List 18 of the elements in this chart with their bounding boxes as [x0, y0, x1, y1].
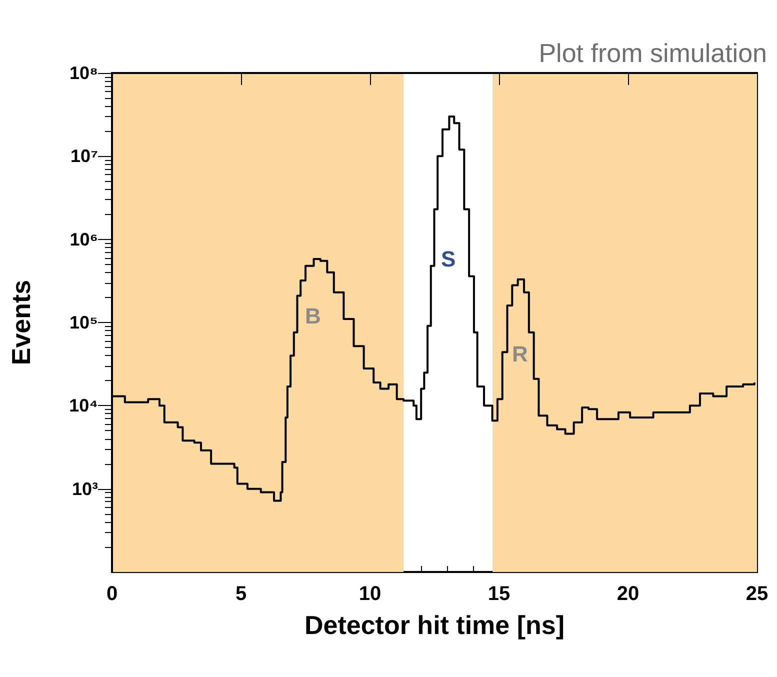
- text: Plot from simulation: [538, 38, 768, 68]
- annotation: R: [512, 342, 528, 366]
- annotation: S: [441, 246, 456, 272]
- x-tick-label: 15: [488, 583, 510, 605]
- y-tick-label: 10⁵: [70, 312, 98, 332]
- x-tick-label: 25: [746, 583, 768, 605]
- annotation: B: [305, 304, 321, 328]
- x-tick-label: 10: [358, 583, 382, 605]
- x-tick-label: 0: [106, 583, 118, 605]
- x-tick-label: 20: [616, 583, 640, 605]
- y-tick-label: 10⁶: [70, 229, 98, 250]
- y-tick-label: 10⁸: [69, 63, 98, 83]
- y-axis-title: Events: [6, 280, 36, 366]
- x-axis-title: Detector hit time [ns]: [304, 610, 565, 640]
- y-tick-label: 10⁴: [69, 396, 98, 416]
- x-tick-label: 5: [235, 583, 247, 605]
- y-tick-label: 10⁷: [70, 146, 98, 166]
- y-tick-label: 10³: [72, 478, 98, 499]
